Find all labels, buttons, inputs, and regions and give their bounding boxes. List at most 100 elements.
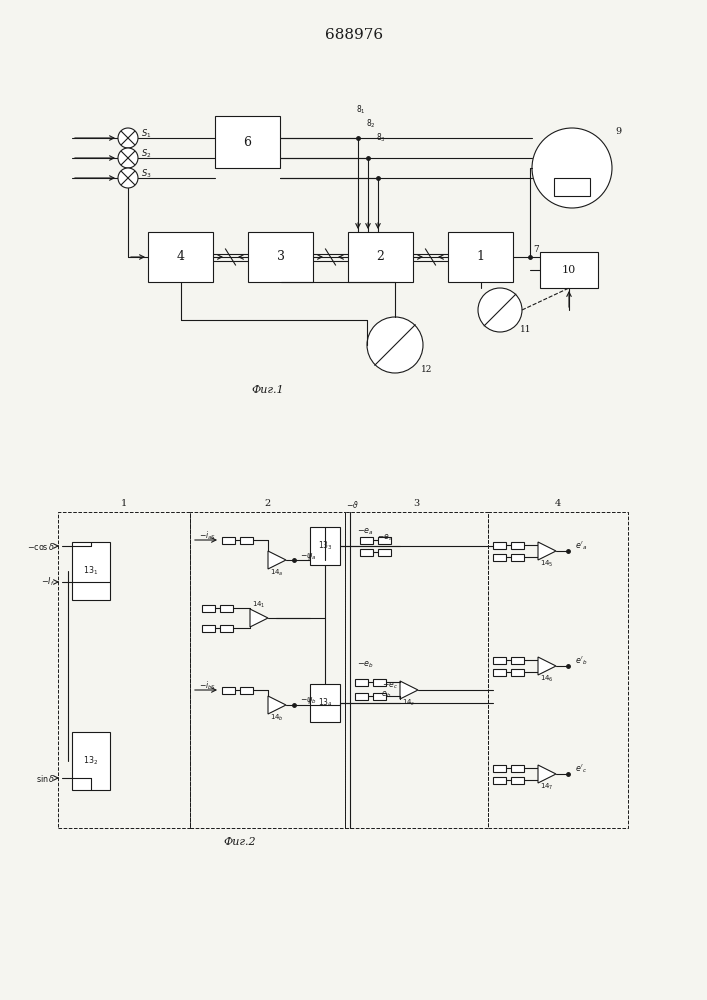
Text: 2: 2 xyxy=(377,250,385,263)
Bar xyxy=(148,232,213,282)
Bar xyxy=(511,542,524,548)
Text: 12: 12 xyxy=(421,365,433,374)
Text: $\sin\delta$: $\sin\delta$ xyxy=(36,772,55,784)
Bar xyxy=(310,684,340,722)
Bar xyxy=(202,604,215,611)
Text: $-e_b$: $-e_b$ xyxy=(356,660,373,670)
Bar xyxy=(360,548,373,556)
Text: 11: 11 xyxy=(520,324,532,334)
Text: 3: 3 xyxy=(414,499,420,508)
Bar xyxy=(511,656,524,664)
Polygon shape xyxy=(268,696,286,714)
Text: $14_5$: $14_5$ xyxy=(540,559,554,569)
Bar xyxy=(493,656,506,664)
Circle shape xyxy=(118,128,138,148)
Text: $-i_{bS}$: $-i_{bS}$ xyxy=(199,680,216,692)
Polygon shape xyxy=(538,542,556,560)
Bar xyxy=(493,542,506,548)
Text: $-\vartheta$: $-\vartheta$ xyxy=(346,498,358,510)
Bar xyxy=(554,178,590,196)
Text: 1: 1 xyxy=(477,250,484,263)
Text: $8_1$: $8_1$ xyxy=(356,104,366,116)
Bar xyxy=(202,624,215,632)
Text: $13_2$: $13_2$ xyxy=(83,755,99,767)
Bar xyxy=(493,764,506,772)
Text: $8_3$: $8_3$ xyxy=(376,132,386,144)
Text: $-e_a$: $-e_a$ xyxy=(377,533,393,543)
Bar xyxy=(310,527,340,565)
Circle shape xyxy=(118,168,138,188)
Text: $-\cos\delta$: $-\cos\delta$ xyxy=(27,540,55,552)
Text: $-\psi_a$: $-\psi_a$ xyxy=(300,550,316,562)
Bar xyxy=(493,668,506,676)
Polygon shape xyxy=(250,609,268,627)
Bar xyxy=(378,548,391,556)
Bar xyxy=(540,252,598,288)
Text: $13_3$: $13_3$ xyxy=(317,540,332,552)
Text: $e'_c$: $e'_c$ xyxy=(575,763,587,775)
Text: $14_b$: $14_b$ xyxy=(270,713,284,723)
Text: $S_2$: $S_2$ xyxy=(141,148,151,160)
Bar xyxy=(360,536,373,544)
Text: $S_1$: $S_1$ xyxy=(141,128,151,140)
Text: $14_6$: $14_6$ xyxy=(540,674,554,684)
Bar xyxy=(240,536,253,544)
Text: 7: 7 xyxy=(533,244,539,253)
Polygon shape xyxy=(268,551,286,569)
Bar xyxy=(222,536,235,544)
Text: 688976: 688976 xyxy=(325,28,383,42)
Bar xyxy=(222,686,235,694)
Text: $14_a$: $14_a$ xyxy=(270,568,284,578)
Text: $8_2$: $8_2$ xyxy=(366,118,376,130)
Text: $-e_b$: $-e_b$ xyxy=(375,690,391,700)
Bar xyxy=(511,554,524,560)
Text: $14_1$: $14_1$ xyxy=(252,600,266,610)
Text: 1: 1 xyxy=(121,499,127,508)
Bar xyxy=(373,692,386,700)
Polygon shape xyxy=(538,765,556,783)
Text: 2: 2 xyxy=(264,499,271,508)
Bar xyxy=(493,776,506,784)
Text: 6: 6 xyxy=(243,135,252,148)
Bar xyxy=(511,668,524,676)
Text: 3: 3 xyxy=(276,250,284,263)
Circle shape xyxy=(367,317,423,373)
Polygon shape xyxy=(400,681,418,699)
Text: $14_7$: $14_7$ xyxy=(540,782,554,792)
Text: $e'_b$: $e'_b$ xyxy=(575,655,588,667)
Polygon shape xyxy=(538,657,556,675)
Text: $e'_a$: $e'_a$ xyxy=(575,540,587,552)
Text: 9: 9 xyxy=(615,127,621,136)
Text: Фиг.2: Фиг.2 xyxy=(223,837,257,847)
Bar xyxy=(378,536,391,544)
Text: $13_4$: $13_4$ xyxy=(317,697,332,709)
Circle shape xyxy=(478,288,522,332)
Text: $-e_c$: $-e_c$ xyxy=(382,681,398,691)
Text: $14_c$: $14_c$ xyxy=(402,698,416,708)
Bar xyxy=(511,764,524,772)
Text: $-e_a$: $-e_a$ xyxy=(356,527,373,537)
Bar xyxy=(511,776,524,784)
Text: $-i_{aS}$: $-i_{aS}$ xyxy=(199,530,216,542)
Bar xyxy=(72,732,110,790)
Text: $-\psi_b$: $-\psi_b$ xyxy=(300,696,316,706)
Circle shape xyxy=(532,128,612,208)
Bar xyxy=(355,678,368,686)
Bar xyxy=(240,686,253,694)
Circle shape xyxy=(118,148,138,168)
Bar xyxy=(493,554,506,560)
Bar xyxy=(72,542,110,600)
Text: $13_1$: $13_1$ xyxy=(83,565,99,577)
Bar xyxy=(448,232,513,282)
Text: Фиг.1: Фиг.1 xyxy=(252,385,284,395)
Text: 10: 10 xyxy=(562,265,576,275)
Bar xyxy=(248,232,313,282)
Bar xyxy=(355,692,368,700)
Bar xyxy=(348,232,413,282)
Bar xyxy=(220,624,233,632)
Text: $-I_f$: $-I_f$ xyxy=(41,576,55,588)
Text: 4: 4 xyxy=(177,250,185,263)
Bar xyxy=(373,678,386,686)
Text: 4: 4 xyxy=(555,499,561,508)
Bar xyxy=(220,604,233,611)
